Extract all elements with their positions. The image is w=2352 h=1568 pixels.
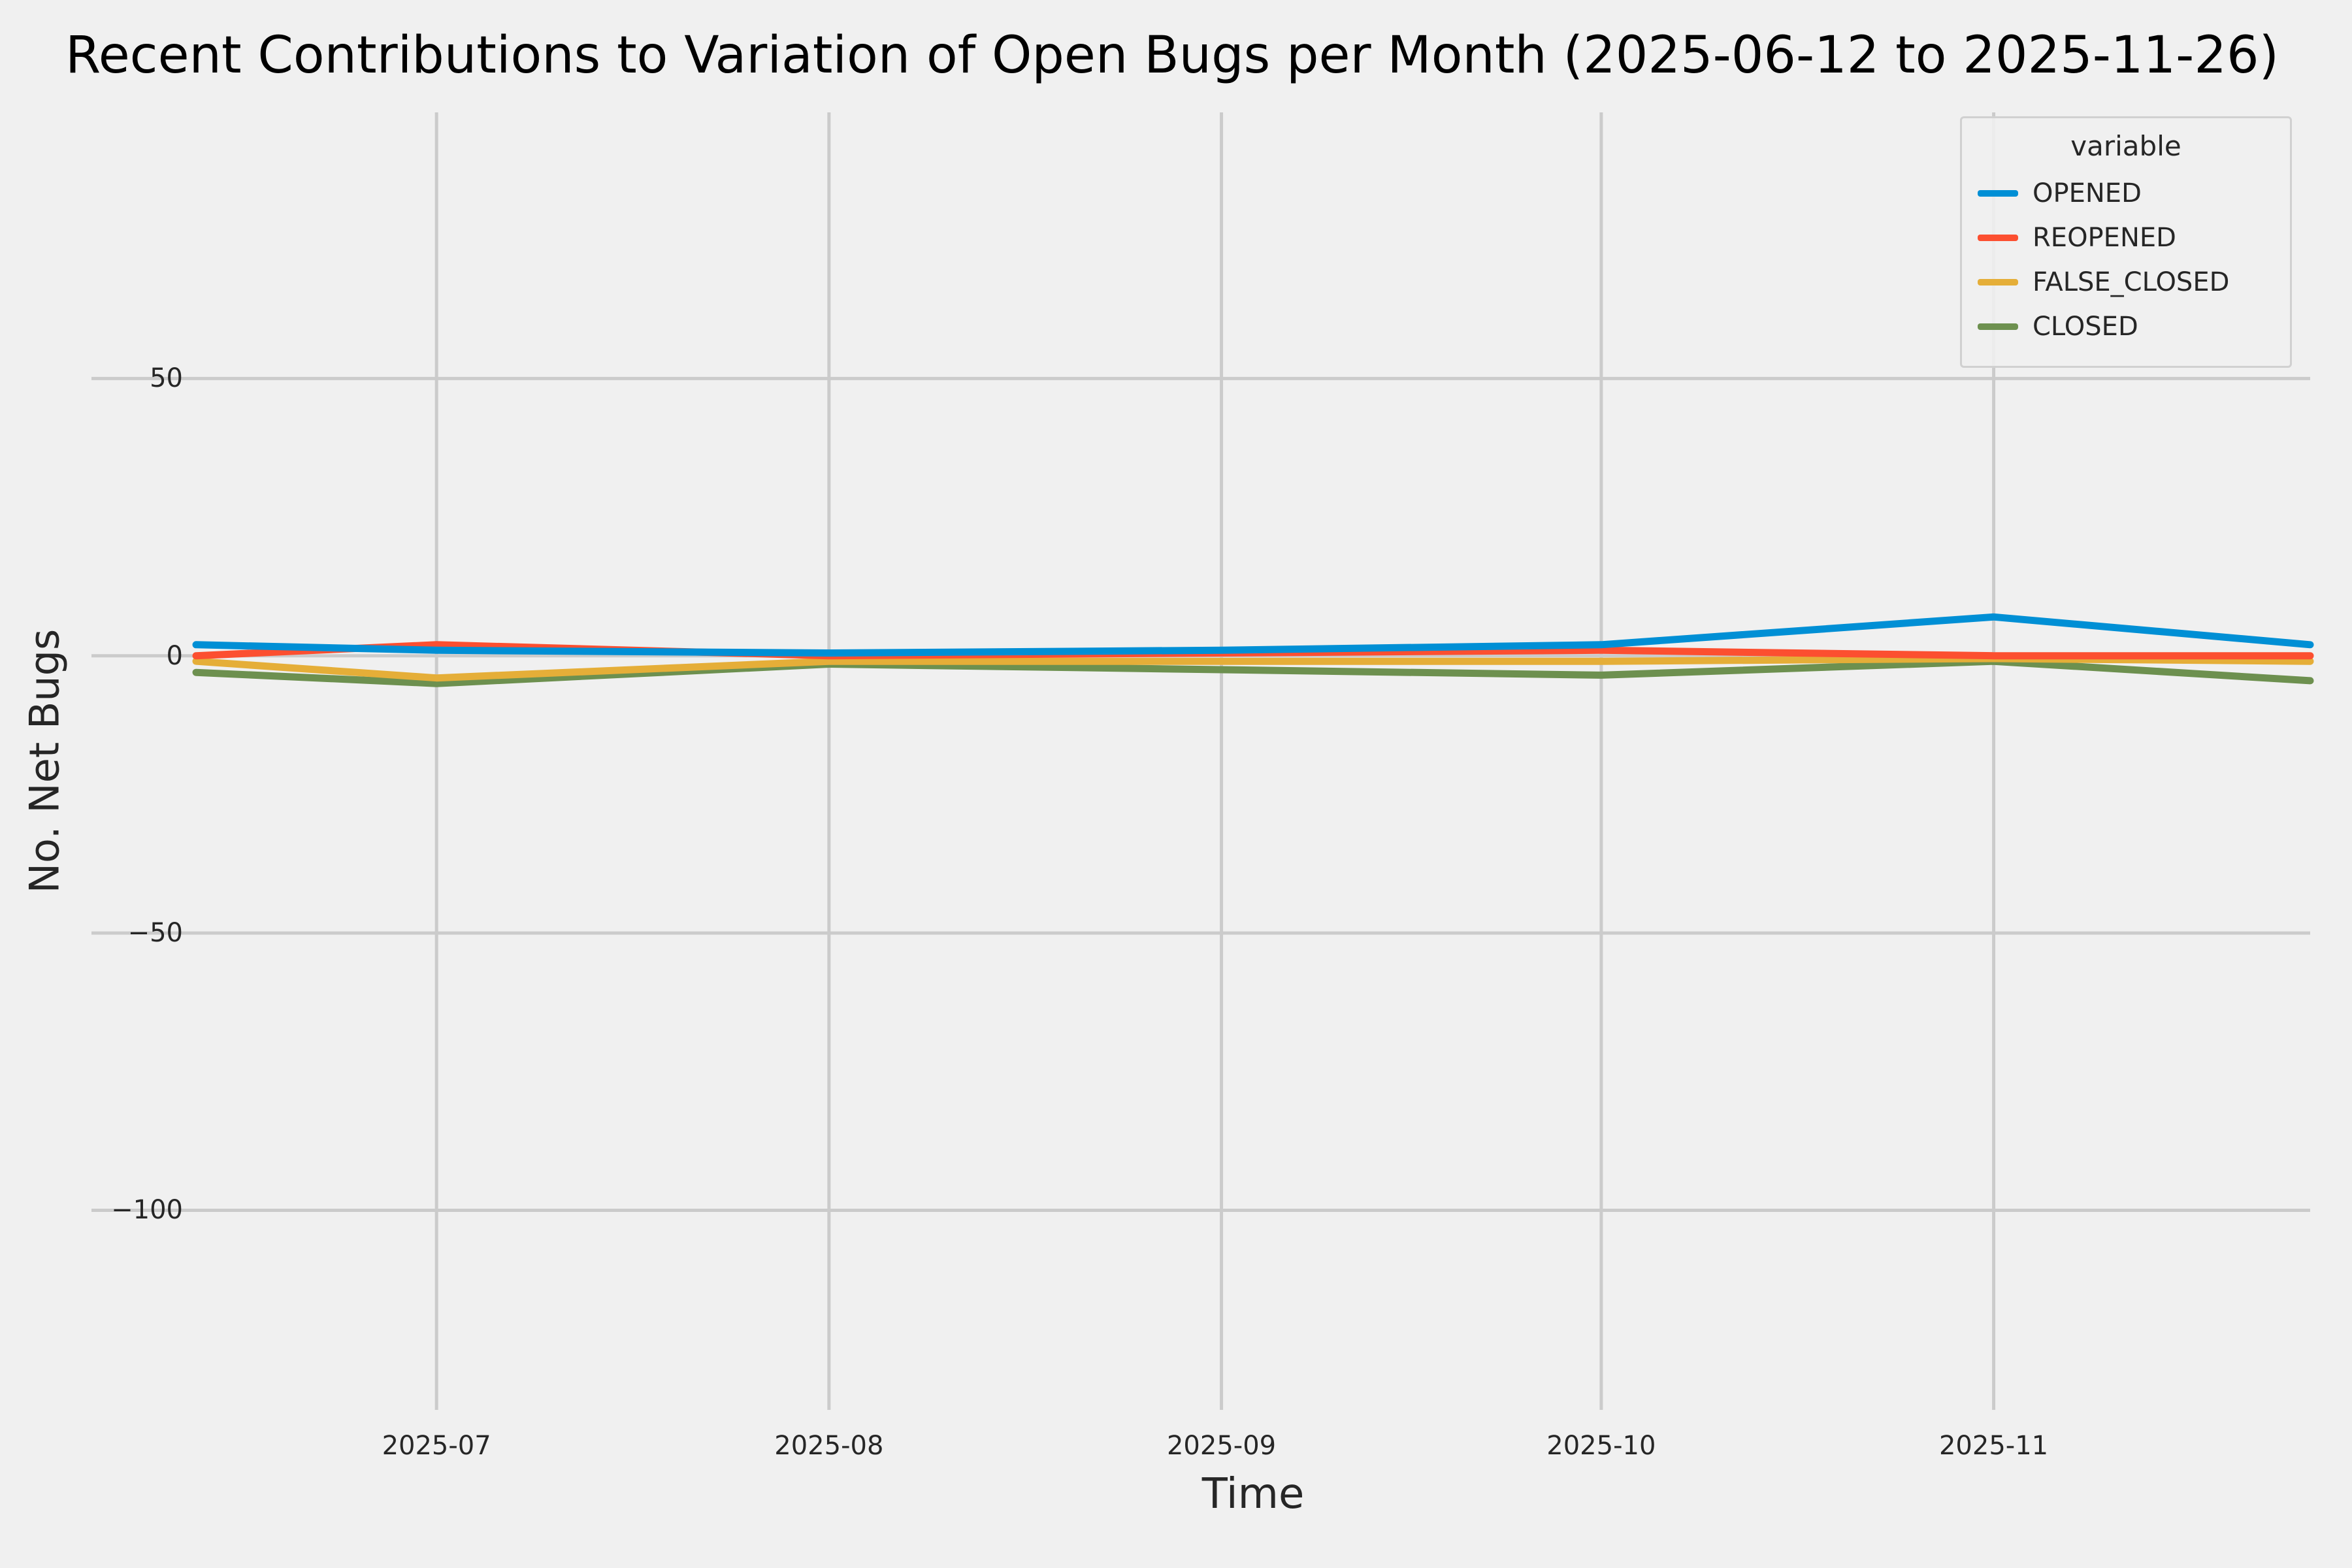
y-tick-label: −100 bbox=[111, 1195, 183, 1226]
x-tick-label: 2025-07 bbox=[382, 1431, 491, 1461]
y-tick-label: −50 bbox=[127, 918, 183, 949]
legend-item-closed: CLOSED bbox=[1978, 304, 2274, 349]
legend-swatch bbox=[1978, 323, 2018, 330]
legend-label: FALSE_CLOSED bbox=[2033, 267, 2230, 297]
x-tick-label: 2025-10 bbox=[1546, 1431, 1656, 1461]
legend-label: REOPENED bbox=[2033, 223, 2176, 253]
y-tick-label: 0 bbox=[166, 640, 183, 671]
series-line-opened bbox=[192, 613, 2314, 657]
y-axis-label: No. Net Bugs bbox=[20, 629, 69, 894]
x-tick-label: 2025-08 bbox=[774, 1431, 884, 1461]
chart-title: Recent Contributions to Variation of Ope… bbox=[65, 26, 2279, 85]
legend-swatch bbox=[1978, 279, 2018, 286]
legend-title: variable bbox=[2070, 130, 2181, 162]
legend: variable OPENED REOPENED FALSE_CLOSED CLOSE… bbox=[1960, 116, 2292, 368]
legend-item-reopened: REOPENED bbox=[1978, 216, 2274, 260]
legend-item-false_closed: FALSE_CLOSED bbox=[1978, 260, 2274, 304]
legend-label: OPENED bbox=[2033, 178, 2142, 208]
legend-swatch bbox=[1978, 235, 2018, 241]
x-tick-label: 2025-09 bbox=[1166, 1431, 1277, 1461]
data-lines bbox=[192, 613, 2314, 687]
legend-item-opened: OPENED bbox=[1978, 171, 2274, 216]
x-tick-label: 2025-11 bbox=[1938, 1431, 2049, 1461]
y-tick-label: 50 bbox=[150, 363, 183, 394]
legend-swatch bbox=[1978, 190, 2018, 197]
legend-label: CLOSED bbox=[2033, 312, 2138, 342]
x-axis-label: Time bbox=[1201, 1470, 1305, 1518]
legend-items: OPENED REOPENED FALSE_CLOSED CLOSED bbox=[1978, 171, 2274, 349]
